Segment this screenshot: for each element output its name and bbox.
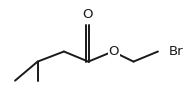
Text: O: O <box>82 8 93 21</box>
Text: Br: Br <box>168 45 183 58</box>
Text: O: O <box>109 45 119 58</box>
